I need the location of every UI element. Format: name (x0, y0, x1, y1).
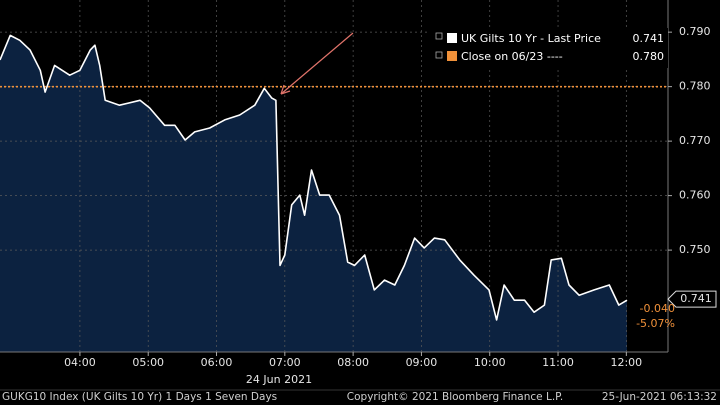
y-tick-label: 0.750 (679, 243, 711, 256)
legend-label: Close on 06/23 ---- (461, 50, 563, 63)
x-tick-label: 04:00 (64, 356, 96, 369)
x-tick-label: 09:00 (406, 356, 438, 369)
legend-value: 0.780 (633, 50, 665, 63)
x-tick-label: 10:00 (474, 356, 506, 369)
date-label: 24 Jun 2021 (246, 373, 312, 386)
legend-swatch (447, 51, 457, 61)
y-tick-label: 0.770 (679, 134, 711, 147)
x-tick-label: 11:00 (542, 356, 574, 369)
change-label: -0.040 (640, 302, 675, 315)
y-tick-label: 0.780 (679, 80, 711, 93)
annotation-arrow (280, 32, 354, 95)
last-value-label: 0.741 (680, 292, 712, 305)
legend-box (430, 28, 668, 68)
line (0, 34, 628, 321)
y-tick-label: 0.790 (679, 25, 711, 38)
x-tick-label: 05:00 (132, 356, 164, 369)
annotation-arrow-head (280, 84, 291, 95)
legend-swatch (447, 33, 457, 43)
legend-value: 0.741 (633, 32, 665, 45)
legend-label: UK Gilts 10 Yr - Last Price (461, 32, 601, 45)
footer-right: 25-Jun-2021 06:13:32 (602, 391, 717, 403)
legend: UK Gilts 10 Yr - Last Price 0.741 Close … (430, 28, 668, 68)
legend-toggle[interactable] (435, 51, 443, 59)
footer-left: GUKG10 Index (UK Gilts 10 Yr) 1 Days 1 S… (2, 391, 277, 403)
y-tick-label: 0.760 (679, 189, 711, 202)
footer-center: Copyright© 2021 Bloomberg Finance L.P. (347, 391, 563, 403)
x-tick-label: 07:00 (269, 356, 301, 369)
x-tick-label: 12:00 (610, 356, 642, 369)
change-percent-label: -5.07% (636, 317, 675, 330)
x-tick-label: 08:00 (337, 356, 369, 369)
x-tick-label: 06:00 (201, 356, 233, 369)
last-value-tag (667, 290, 717, 308)
legend-toggle[interactable] (435, 32, 443, 40)
area (0, 35, 627, 353)
